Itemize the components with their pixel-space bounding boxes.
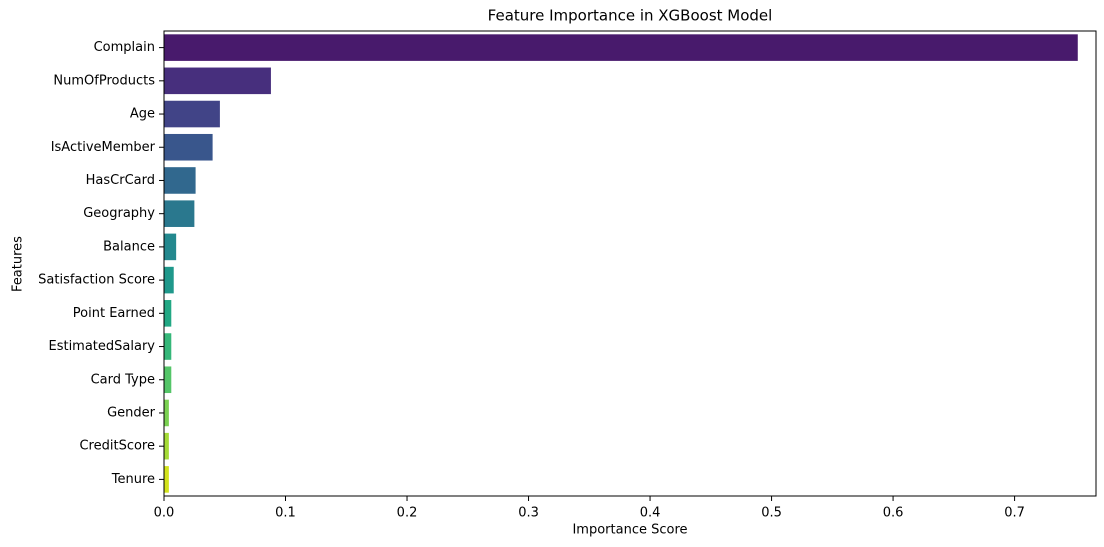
x-tick-label: 0.4	[640, 506, 661, 521]
y-tick-label: Geography	[83, 206, 155, 221]
y-axis-label: Features	[11, 236, 26, 292]
y-tick-label: IsActiveMember	[51, 140, 156, 155]
x-tick-label: 0.3	[518, 506, 539, 521]
x-tick-label: 0.1	[275, 506, 296, 521]
x-tick-label: 0.6	[883, 506, 904, 521]
plot-frame	[163, 30, 1097, 497]
bar	[164, 100, 220, 128]
y-tick-label: Age	[130, 107, 155, 122]
x-tick-label: 0.5	[761, 506, 782, 521]
bar	[164, 399, 169, 427]
y-tick-label: Tenure	[111, 472, 155, 487]
bar	[164, 167, 196, 194]
bar	[164, 466, 169, 493]
bar	[164, 200, 195, 227]
y-tick-label: HasCrCard	[86, 173, 155, 188]
bar	[164, 67, 271, 95]
y-tick-label: Point Earned	[73, 306, 155, 321]
x-tick-label: 0.7	[1004, 506, 1025, 521]
y-tick-label: Complain	[94, 40, 155, 55]
y-tick-label: Balance	[103, 239, 155, 254]
bar	[164, 133, 213, 161]
chart-title: Feature Importance in XGBoost Model	[488, 7, 773, 25]
bar	[164, 233, 177, 261]
y-tick-label: Card Type	[91, 372, 155, 387]
bar	[164, 366, 172, 394]
x-tick-label: 0.2	[397, 506, 418, 521]
y-tick-label: Gender	[107, 405, 156, 420]
bar	[164, 266, 174, 294]
bar	[164, 432, 169, 460]
x-axis-label: Importance Score	[572, 523, 687, 538]
bar	[164, 34, 1078, 61]
bar	[164, 300, 172, 327]
x-tick-label: 0.0	[154, 506, 175, 521]
bar	[164, 333, 172, 360]
y-tick-label: NumOfProducts	[53, 73, 155, 88]
y-tick-label: Satisfaction Score	[38, 273, 155, 288]
y-tick-label: EstimatedSalary	[48, 339, 155, 354]
y-tick-label: CreditScore	[79, 439, 155, 454]
